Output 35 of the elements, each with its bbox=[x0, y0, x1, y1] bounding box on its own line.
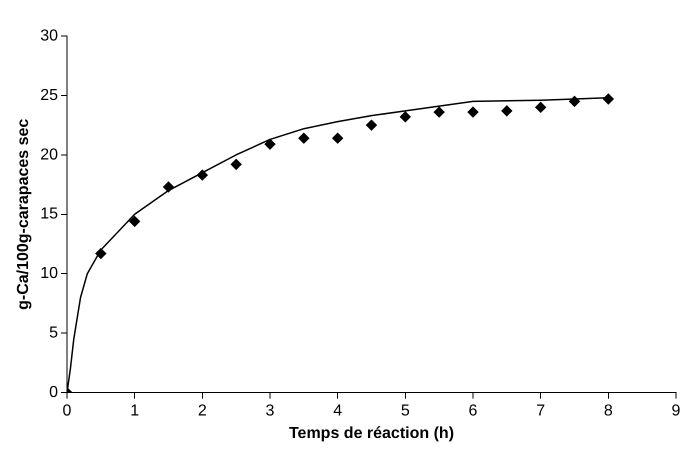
point bbox=[95, 248, 106, 260]
point bbox=[468, 106, 478, 118]
y-tick-label: 0 bbox=[49, 384, 58, 402]
y-tick-label: 25 bbox=[40, 86, 58, 104]
x-tick-label: 7 bbox=[536, 402, 546, 420]
y-tick-label: 15 bbox=[40, 206, 58, 223]
point bbox=[602, 94, 614, 104]
y-tick-label: 30 bbox=[40, 27, 58, 44]
point bbox=[501, 105, 512, 116]
y-tick-label: 10 bbox=[40, 265, 58, 282]
x-tick-label: 5 bbox=[400, 402, 410, 420]
point bbox=[129, 216, 140, 227]
x-tick-label: 3 bbox=[266, 402, 275, 420]
y-tick-label: 20 bbox=[40, 146, 58, 164]
point bbox=[400, 111, 411, 122]
x-tick-label: 1 bbox=[130, 402, 140, 420]
point bbox=[535, 102, 546, 113]
x-tick-label: 6 bbox=[468, 402, 478, 420]
x-tick-label: 0 bbox=[62, 402, 72, 420]
x-tick-label: 4 bbox=[333, 402, 342, 420]
point bbox=[366, 120, 377, 131]
x-tick-label: 9 bbox=[672, 402, 681, 420]
point bbox=[230, 158, 242, 170]
x-tick-label: 2 bbox=[198, 402, 207, 420]
point bbox=[434, 106, 445, 118]
x-tick-label: 8 bbox=[604, 402, 613, 420]
point bbox=[569, 96, 580, 107]
y-tick-label: 5 bbox=[49, 324, 58, 342]
point bbox=[163, 181, 174, 192]
point bbox=[196, 170, 208, 181]
point bbox=[298, 132, 310, 144]
point bbox=[264, 138, 276, 150]
point bbox=[332, 132, 344, 144]
y-axis-title: g-Ca/100g-carapaces sec bbox=[15, 118, 32, 310]
x-axis-title: Temps de réaction (h) bbox=[288, 424, 454, 442]
